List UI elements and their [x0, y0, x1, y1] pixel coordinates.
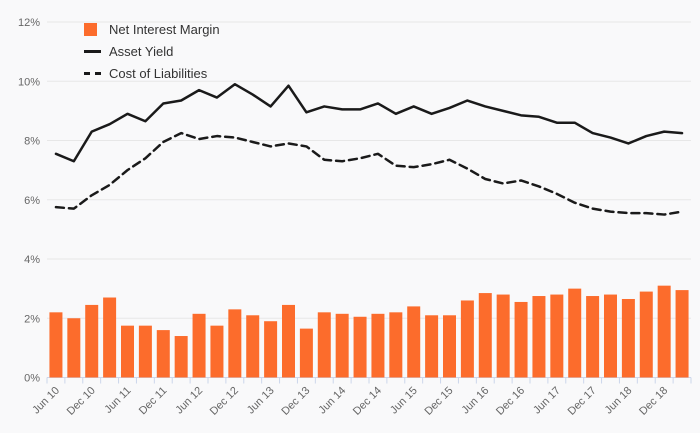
bar-net-interest-margin[interactable]: [85, 304, 99, 378]
bar-net-interest-margin[interactable]: [568, 288, 582, 378]
bar-net-interest-margin[interactable]: [335, 313, 349, 378]
x-axis-label: Jun 12: [173, 385, 205, 417]
bar-net-interest-margin[interactable]: [389, 312, 403, 378]
orange-square-icon: [84, 23, 102, 36]
x-axis-label: Dec 14: [351, 385, 384, 418]
bar-net-interest-margin[interactable]: [532, 296, 546, 378]
y-axis-label: 8%: [24, 136, 40, 148]
x-axis-label: Dec 13: [279, 385, 312, 418]
legend-item-net-interest-margin[interactable]: Net Interest Margin: [84, 22, 220, 37]
legend-item-cost-of-liabilities[interactable]: Cost of Liabilities: [84, 66, 220, 81]
bar-net-interest-margin[interactable]: [353, 316, 367, 378]
bar-net-interest-margin[interactable]: [514, 301, 528, 378]
x-axis-label: Dec 17: [566, 385, 599, 418]
bar-net-interest-margin[interactable]: [478, 293, 492, 378]
bar-net-interest-margin[interactable]: [156, 330, 170, 378]
legend-label: Cost of Liabilities: [109, 66, 208, 81]
x-axis-label: Dec 16: [494, 385, 527, 418]
bar-net-interest-margin[interactable]: [103, 297, 117, 378]
bar-net-interest-margin[interactable]: [121, 325, 134, 378]
y-axis-label: 6%: [24, 195, 40, 207]
bar-net-interest-margin[interactable]: [210, 325, 224, 378]
bar-net-interest-margin[interactable]: [425, 315, 439, 378]
bar-net-interest-margin[interactable]: [496, 294, 510, 378]
x-axis-label: Jun 13: [245, 385, 277, 417]
x-axis-label: Dec 12: [208, 385, 241, 418]
bar-net-interest-margin[interactable]: [246, 315, 260, 378]
x-axis-label: Jun 14: [316, 385, 348, 417]
legend-label: Net Interest Margin: [109, 22, 220, 37]
y-axis-label: 4%: [24, 254, 40, 266]
line-asset-yield[interactable]: [54, 82, 684, 163]
bar-net-interest-margin[interactable]: [460, 300, 474, 378]
bar-net-interest-margin[interactable]: [299, 328, 313, 378]
bar-net-interest-margin[interactable]: [639, 291, 653, 378]
bar-net-interest-margin[interactable]: [657, 285, 671, 378]
bar-net-interest-margin[interactable]: [174, 336, 188, 378]
x-axis-label: Jun 17: [531, 385, 563, 417]
x-axis-label: Dec 15: [422, 385, 455, 418]
bar-net-interest-margin[interactable]: [264, 321, 278, 378]
bar-net-interest-margin[interactable]: [371, 313, 385, 378]
x-axis-label: Dec 11: [137, 385, 170, 418]
bar-net-interest-margin[interactable]: [282, 304, 295, 378]
x-axis-label: Jun 15: [388, 385, 420, 417]
x-axis-label: Jun 18: [603, 385, 635, 417]
y-axis-label: 0%: [24, 373, 40, 385]
x-axis-label: Jun 10: [30, 385, 62, 417]
solid-line-icon: [84, 50, 102, 53]
bar-net-interest-margin[interactable]: [675, 290, 689, 378]
bar-net-interest-margin[interactable]: [317, 312, 331, 378]
legend-label: Asset Yield: [109, 44, 174, 59]
bar-net-interest-margin[interactable]: [586, 296, 600, 378]
bar-net-interest-margin[interactable]: [443, 315, 456, 378]
x-axis-label: Dec 18: [637, 385, 670, 418]
bar-net-interest-margin[interactable]: [138, 325, 152, 378]
x-axis-label: Jun 16: [460, 385, 492, 417]
legend: Net Interest Margin Asset Yield Cost of …: [84, 22, 220, 81]
bar-net-interest-margin[interactable]: [407, 306, 421, 378]
bar-net-interest-margin[interactable]: [621, 298, 635, 378]
bar-net-interest-margin[interactable]: [228, 309, 242, 378]
bar-net-interest-margin[interactable]: [550, 294, 564, 378]
legend-item-asset-yield[interactable]: Asset Yield: [84, 44, 220, 59]
bar-net-interest-margin[interactable]: [49, 312, 63, 378]
bar-net-interest-margin[interactable]: [604, 294, 617, 378]
bar-net-interest-margin[interactable]: [67, 318, 81, 378]
x-axis-label: Dec 10: [65, 385, 98, 418]
y-axis-label: 2%: [24, 313, 40, 325]
x-axis-label: Jun 11: [102, 385, 133, 416]
bar-net-interest-margin[interactable]: [192, 313, 206, 378]
y-axis-label: 12%: [18, 17, 40, 29]
dashed-line-icon: [84, 72, 102, 75]
y-axis-label: 10%: [18, 76, 40, 88]
line-cost-of-liabilities[interactable]: [54, 131, 684, 216]
